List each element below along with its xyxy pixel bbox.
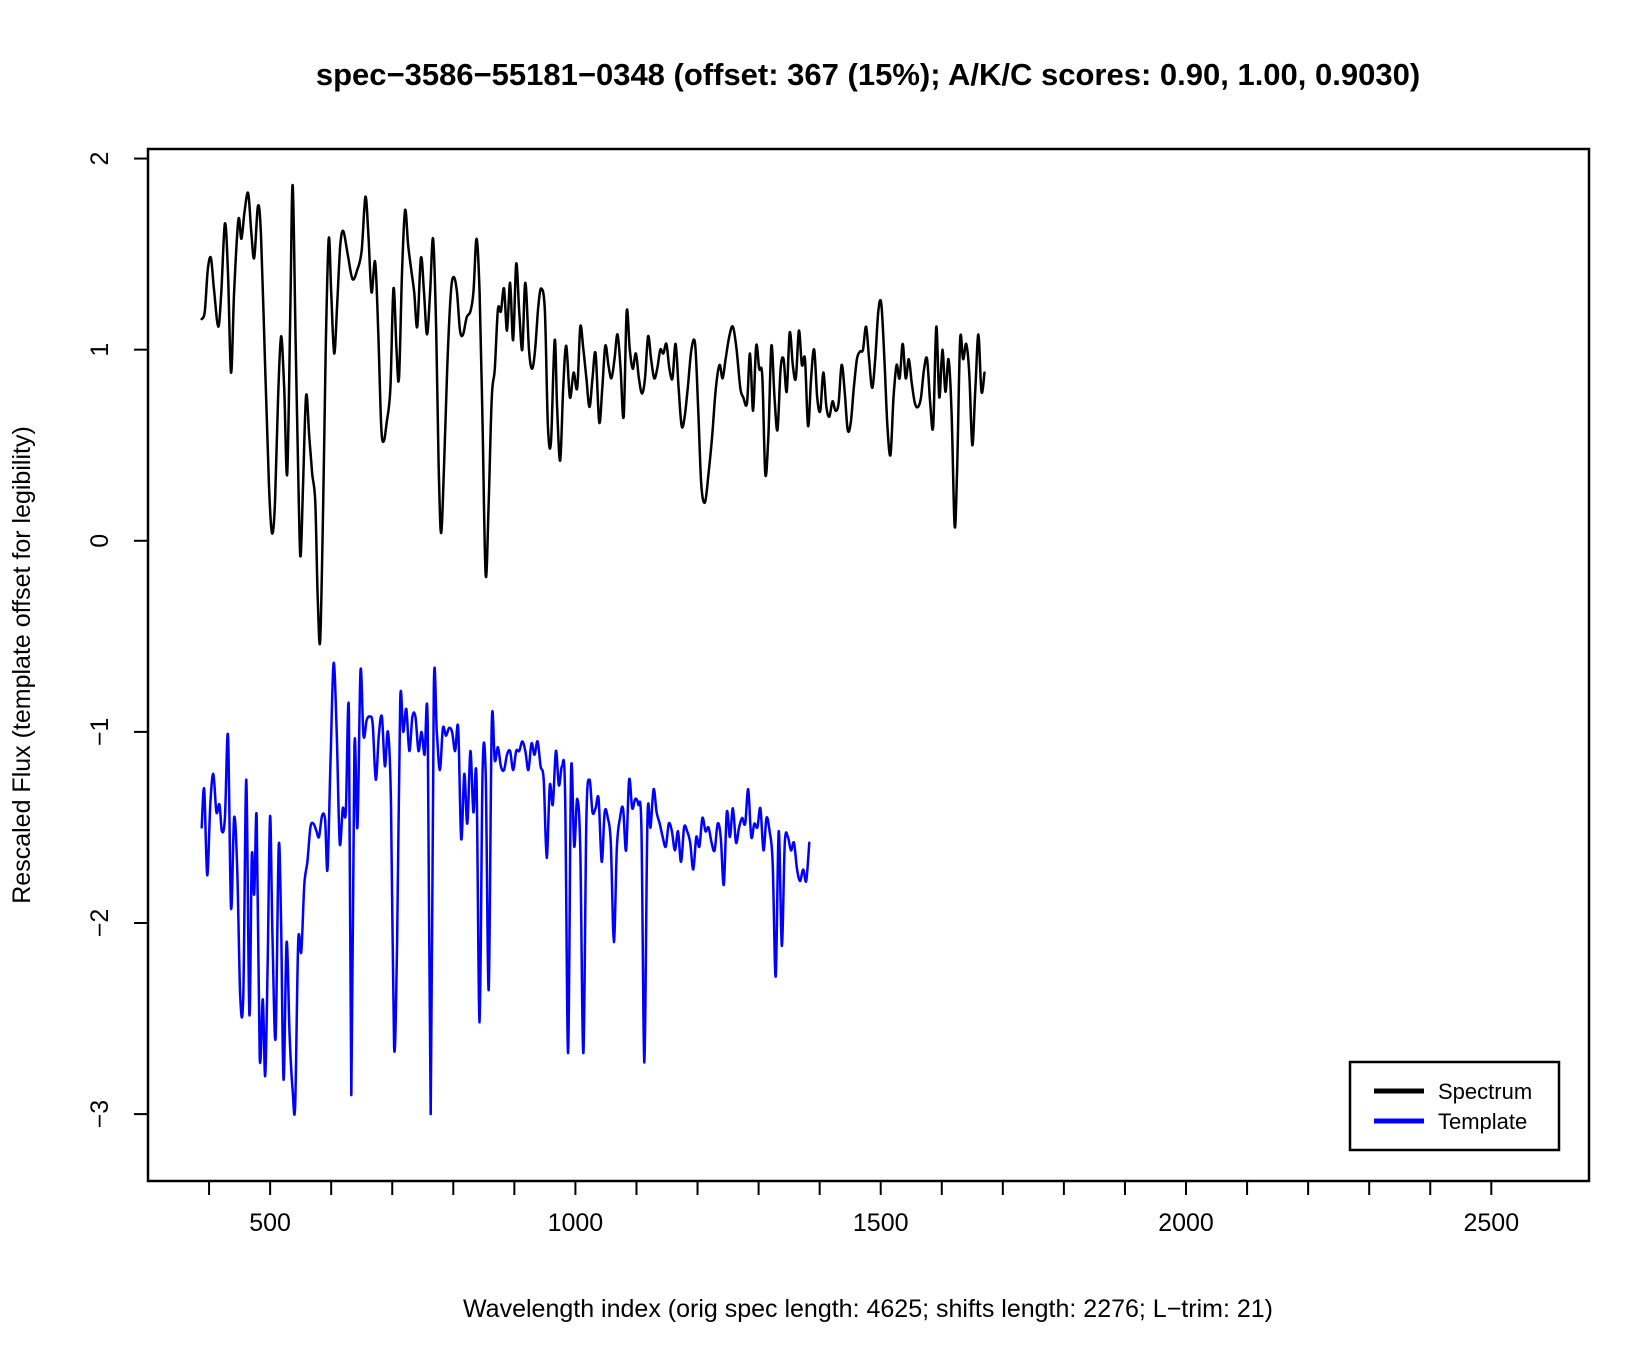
legend-spectrum-label: Spectrum [1438, 1079, 1532, 1104]
x-tick-label: 2500 [1463, 1209, 1519, 1237]
x-axis-label: Wavelength index (orig spec length: 4625… [463, 1295, 1273, 1323]
spectrum-series-line [200, 184, 986, 646]
y-axis: 2 1 0 −1 −2 −3 [86, 152, 149, 1129]
x-tick-label: 1000 [548, 1209, 604, 1237]
chart-title: spec−3586−55181−0348 (offset: 367 (15%);… [316, 57, 1420, 92]
template-series-line [200, 661, 811, 1116]
legend-template-label: Template [1438, 1109, 1527, 1134]
y-tick-label: −1 [86, 718, 114, 747]
x-tick-label: 1500 [853, 1209, 909, 1237]
legend-box [1348, 1060, 1561, 1152]
y-axis-label: Rescaled Flux (template offset for legib… [8, 426, 36, 904]
y-tick-label: 2 [86, 152, 114, 166]
x-tick-label: 500 [249, 1209, 291, 1237]
legend: Spectrum Template [1348, 1060, 1561, 1152]
y-tick-label: 1 [86, 343, 114, 357]
y-tick-label: −3 [86, 1100, 114, 1129]
plot-frame [146, 147, 1591, 1183]
x-axis: 500 1000 1500 2000 2500 [208, 1180, 1519, 1237]
x-tick-label: 2000 [1158, 1209, 1214, 1237]
y-tick-label: 0 [86, 534, 114, 548]
y-tick-label: −2 [86, 909, 114, 938]
series-layer [200, 184, 986, 1116]
